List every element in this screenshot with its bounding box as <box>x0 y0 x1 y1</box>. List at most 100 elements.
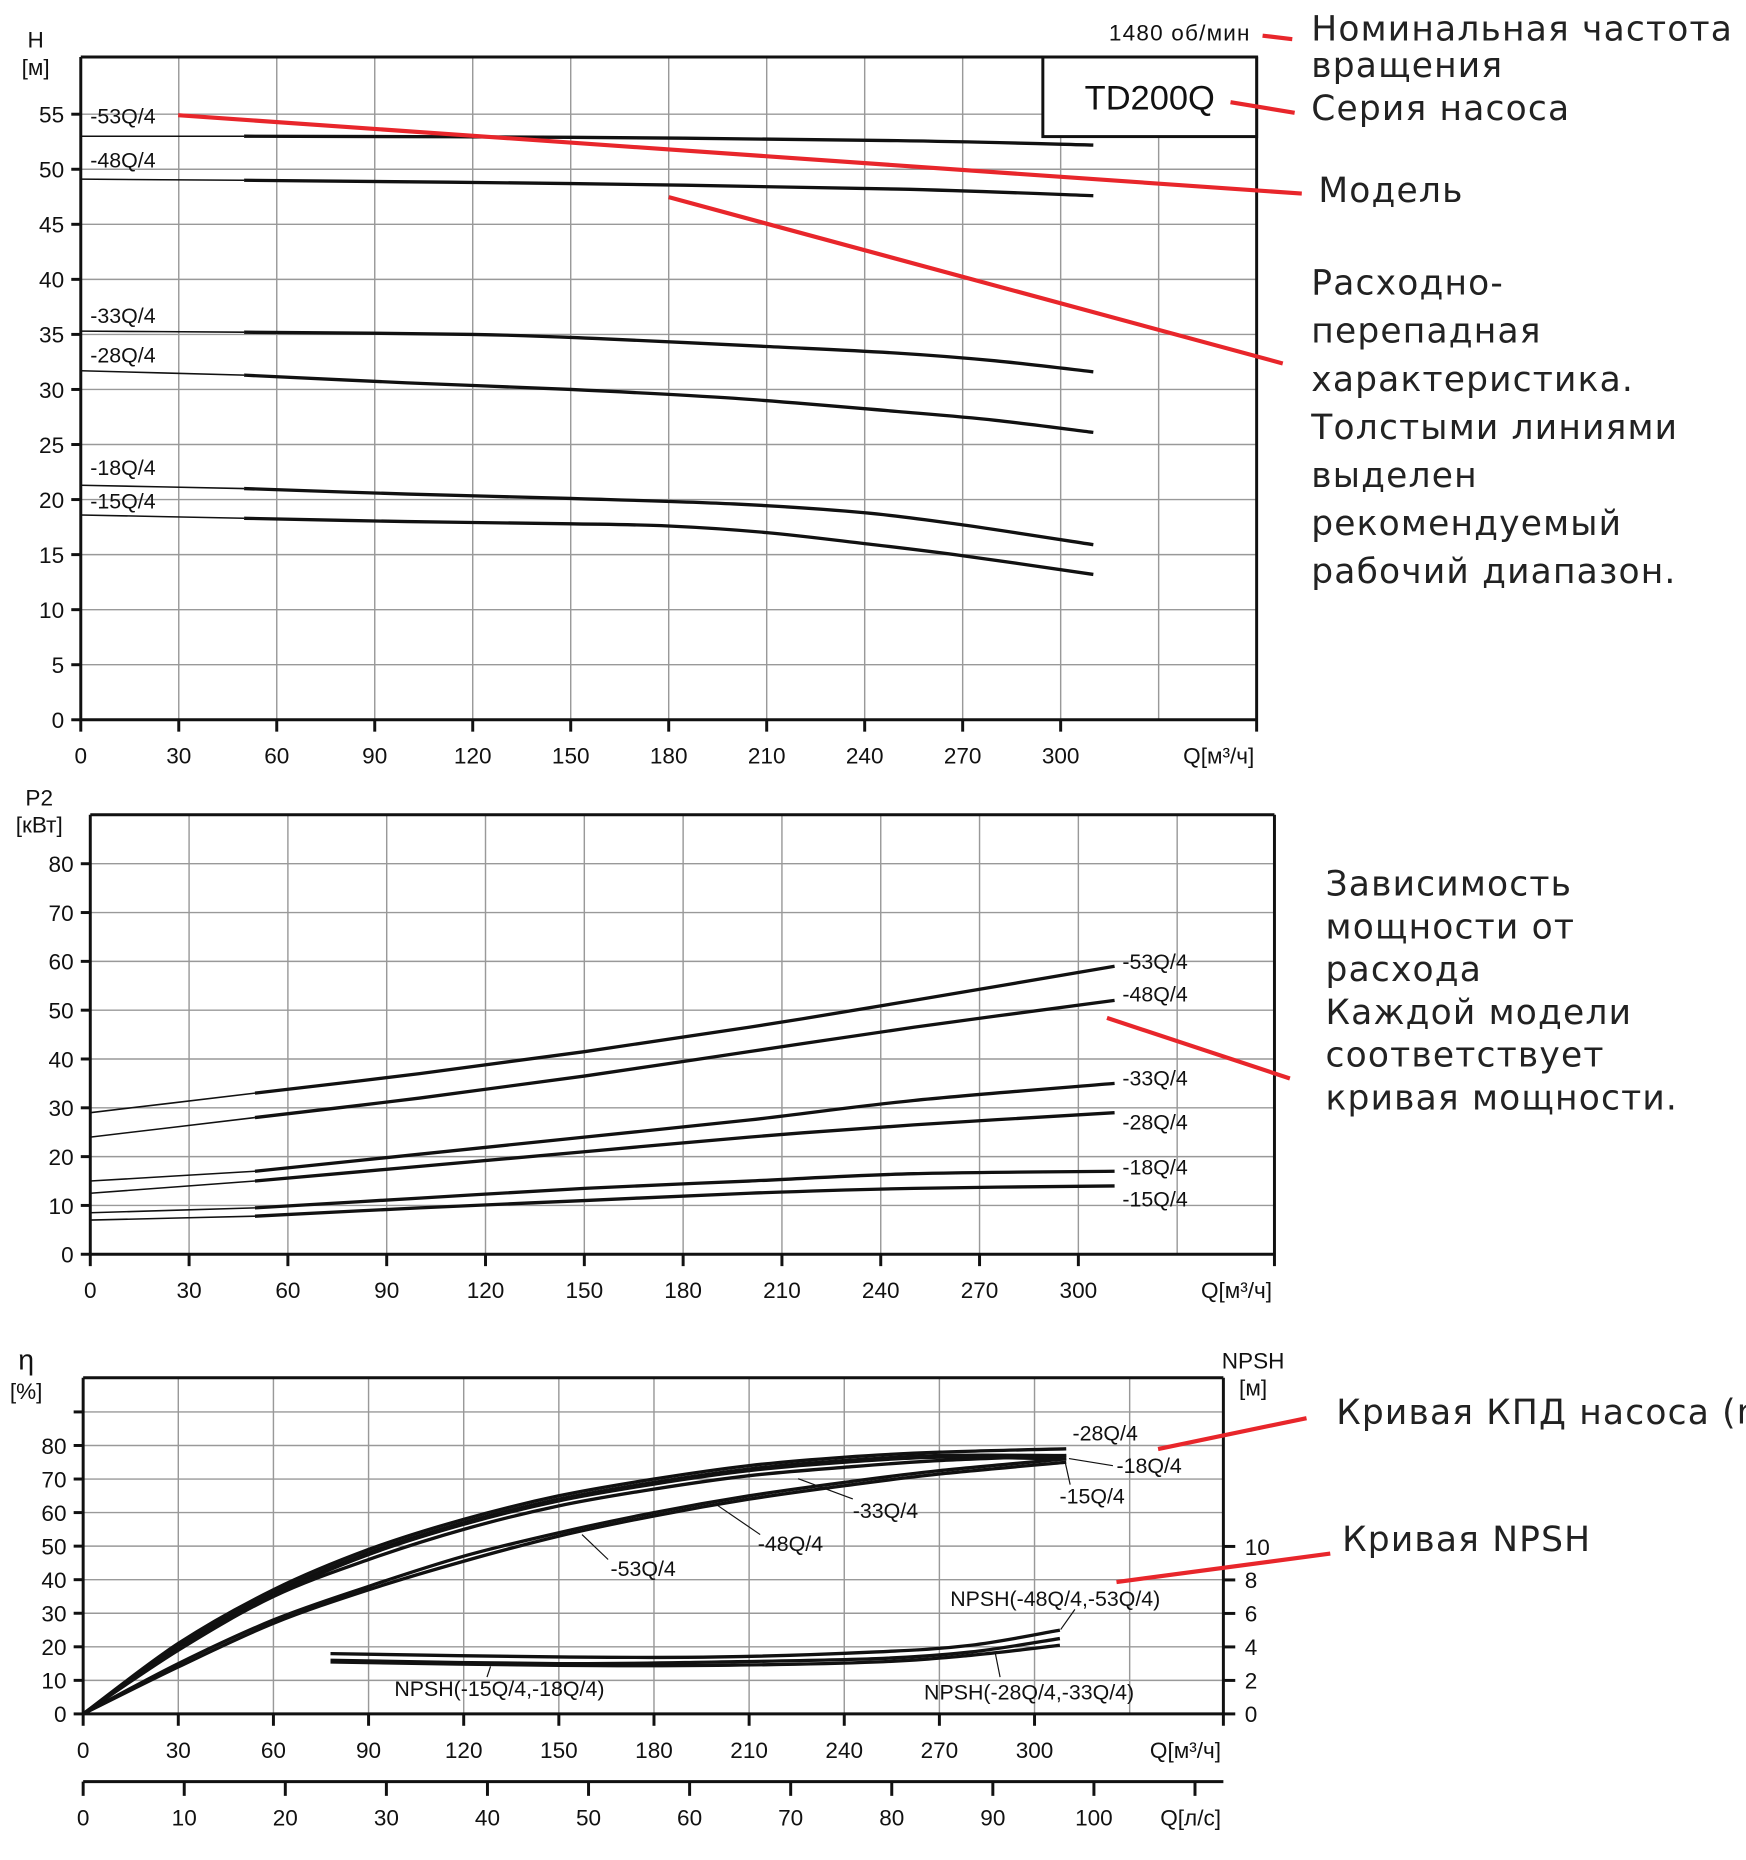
npsh-curve <box>330 1636 1061 1666</box>
curve-recommended-range <box>254 964 1115 1095</box>
x-tick-label: 120 <box>445 1738 483 1763</box>
head-chart: 0 30 60 90 120 150 180 210 240 270 300 0 5 10 15 20 25 30… <box>22 20 1259 769</box>
x-tick-label: 180 <box>664 1278 702 1303</box>
y-tick-label: 35 <box>39 323 64 348</box>
curve-label: -33Q/4 <box>90 304 155 328</box>
curve-thin-segment <box>80 178 245 182</box>
npsh-label: NPSH(-48Q/4,-53Q/4) <box>950 1587 1160 1611</box>
curve-thin-segment <box>90 1170 256 1182</box>
annotation-npsh: Кривая NPSH <box>1342 1520 1591 1560</box>
y-tick-label: 50 <box>39 158 64 183</box>
curve-thin-segment <box>80 330 245 333</box>
curve-recommended-range <box>254 1081 1115 1173</box>
annotation-power-line: Зависимость <box>1326 865 1573 905</box>
curve-thin-segment <box>90 1116 256 1138</box>
annotation-speed-line2: вращения <box>1311 46 1503 86</box>
y-tick-label: 60 <box>49 950 74 975</box>
x2-tick-label: 60 <box>677 1806 702 1831</box>
curve-label: -33Q/4 <box>853 1499 918 1523</box>
series-box <box>1041 55 1259 139</box>
label-leader <box>1064 1463 1071 1485</box>
label-leader <box>1068 1457 1114 1467</box>
y-tick-label: 40 <box>39 268 64 293</box>
curve-recommended-range <box>244 373 1094 435</box>
curve-label: -48Q/4 <box>1122 982 1187 1006</box>
annotation-pointer-line <box>1106 1015 1291 1081</box>
annotation-hq-line: выделен <box>1311 456 1478 496</box>
x-tick-label: 60 <box>264 744 289 769</box>
label-leader <box>797 1478 854 1500</box>
y-axis-unit: [кВт] <box>16 813 63 838</box>
curve-label: -48Q/4 <box>90 148 155 172</box>
label-leader <box>486 1666 492 1678</box>
curve <box>82 1457 1067 1716</box>
y-tick-label: 40 <box>41 1568 66 1593</box>
x2-tick-label: 100 <box>1075 1806 1113 1831</box>
series-title: TD200Q <box>1085 79 1215 117</box>
x-axis-label: Q[м³/ч] <box>1201 1278 1272 1303</box>
x-tick-label: 60 <box>261 1738 286 1763</box>
curve-label: -28Q/4 <box>1073 1422 1138 1446</box>
x-tick-label: 150 <box>566 1278 604 1303</box>
curve <box>82 1453 1067 1716</box>
curve-label: -18Q/4 <box>1116 1454 1181 1478</box>
curve-recommended-range <box>244 330 1094 374</box>
annotation-power-line: Каждой модели <box>1326 993 1633 1033</box>
x-axis-label: Q[м³/ч] <box>1183 744 1254 769</box>
y-tick-label: 50 <box>41 1534 66 1559</box>
annotation-series: Серия насоса <box>1311 89 1570 129</box>
x-tick-label: 240 <box>825 1738 863 1763</box>
annotation-power-line: кривая мощности. <box>1326 1078 1679 1118</box>
x-tick-label: 210 <box>748 744 786 769</box>
curve-recommended-range <box>254 1169 1115 1210</box>
y-tick-label: 30 <box>41 1602 66 1627</box>
x2-axis-label: Q[л/с] <box>1160 1806 1221 1831</box>
x-tick-label: 90 <box>356 1738 381 1763</box>
curve-recommended-range <box>244 486 1094 547</box>
npsh-curve <box>330 1628 1061 1660</box>
npsh-label: NPSH(-28Q/4,-33Q/4) <box>924 1681 1134 1705</box>
curve-label: -48Q/4 <box>758 1532 823 1556</box>
y-tick-label: 30 <box>39 378 64 403</box>
y-tick-label: 70 <box>49 901 74 926</box>
y-tick-label: 70 <box>41 1467 66 1492</box>
y-tick-label: 30 <box>49 1096 74 1121</box>
x-tick-label: 300 <box>1016 1738 1054 1763</box>
curve-label: -33Q/4 <box>1122 1067 1187 1091</box>
curve-recommended-range <box>254 1184 1115 1218</box>
y-tick-label: 5 <box>52 653 65 678</box>
y-axis-label: η <box>18 1344 34 1376</box>
npsh-curve <box>330 1643 1061 1668</box>
y2-axis-unit: [м] <box>1239 1376 1267 1401</box>
x-tick-label: 30 <box>166 1738 191 1763</box>
y-tick-label: 15 <box>39 543 64 568</box>
x-tick-label: 210 <box>730 1738 768 1763</box>
curve <box>82 1447 1067 1716</box>
curve-label: -53Q/4 <box>611 1557 676 1581</box>
x-tick-label: 270 <box>961 1278 999 1303</box>
x-tick-label: 90 <box>362 744 387 769</box>
annotation-hq-line: Толстыми линиями <box>1310 408 1678 448</box>
curve-thin-segment <box>90 1215 255 1221</box>
x2-tick-label: 80 <box>879 1806 904 1831</box>
y-tick-label: 45 <box>39 213 64 238</box>
y-tick-label: 80 <box>49 852 74 877</box>
y-tick-label: 0 <box>61 1243 74 1268</box>
x2-tick-label: 50 <box>576 1806 601 1831</box>
x-tick-label: 30 <box>177 1278 202 1303</box>
y2-tick-label: 2 <box>1245 1669 1258 1694</box>
x-tick-label: 120 <box>467 1278 505 1303</box>
y-tick-label: 50 <box>49 998 74 1023</box>
curve-thin-segment <box>80 484 245 490</box>
y-tick-label: 10 <box>49 1194 74 1219</box>
y-tick-label: 55 <box>39 103 64 128</box>
curve-label: -18Q/4 <box>90 456 155 480</box>
x-tick-label: 240 <box>862 1278 900 1303</box>
curve-thin-segment <box>90 1207 255 1214</box>
curve-label: -18Q/4 <box>1122 1156 1187 1180</box>
y2-tick-label: 8 <box>1245 1568 1258 1593</box>
curve-recommended-range <box>254 1111 1115 1183</box>
x-tick-label: 300 <box>1042 744 1080 769</box>
